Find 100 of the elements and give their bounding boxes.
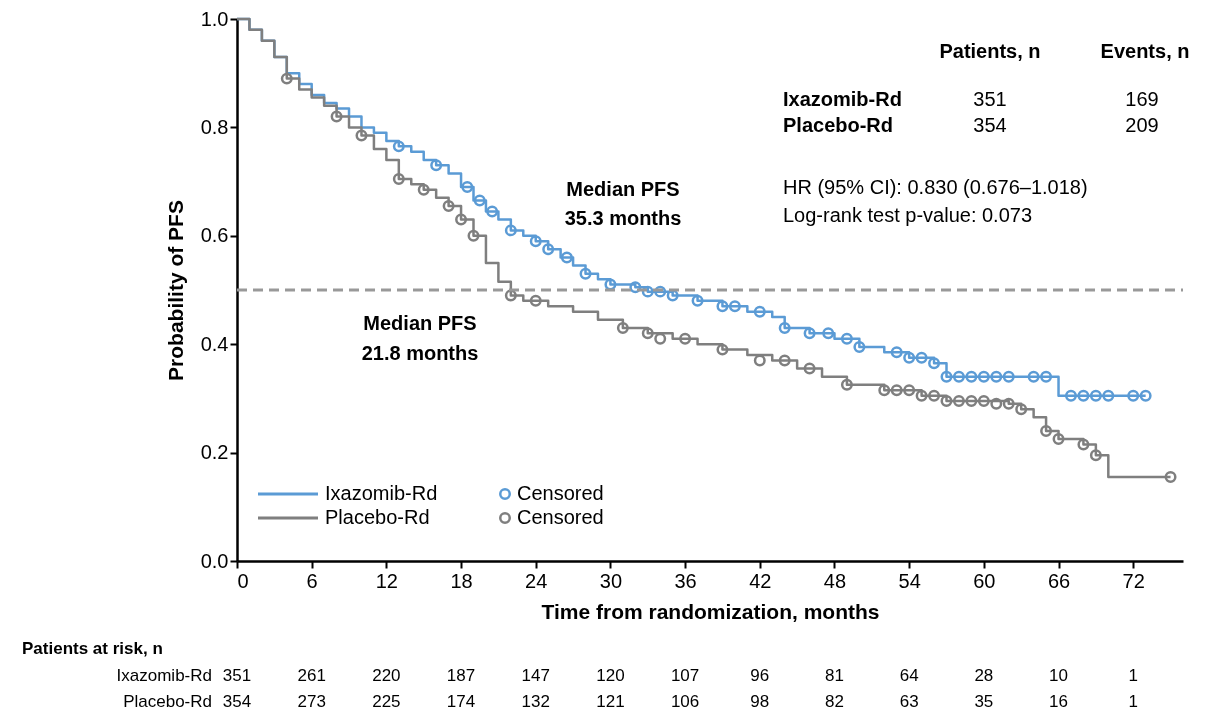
point	[542, 243, 555, 256]
text: 220	[372, 666, 401, 685]
point	[952, 370, 965, 383]
point	[1089, 389, 1102, 402]
point	[903, 384, 916, 397]
text: 147	[521, 666, 550, 685]
point	[1077, 389, 1090, 402]
text: 106	[670, 692, 700, 711]
point	[330, 110, 343, 123]
annotation: Log-rank test p-value: 0.073	[783, 204, 1033, 226]
text: 63	[899, 692, 919, 711]
text: 261	[297, 666, 326, 685]
y-tick-label: 0.8	[200, 115, 229, 138]
point	[803, 327, 816, 340]
point	[716, 343, 729, 356]
x-tick-label: 66	[1047, 569, 1071, 592]
point	[840, 332, 853, 345]
point	[822, 327, 835, 340]
annotation: Median PFS	[363, 312, 477, 334]
text: 16	[1049, 692, 1068, 711]
x-tick-label: 12	[375, 569, 398, 592]
point	[355, 129, 368, 142]
x-tick-label: 0	[237, 569, 249, 592]
x-tick-label: 30	[599, 569, 623, 592]
text: Ixazomib-Rd	[116, 666, 212, 685]
text: 1	[1128, 666, 1138, 685]
point	[679, 332, 692, 345]
point	[1002, 397, 1015, 410]
annotation: 351	[973, 88, 1007, 110]
point	[1015, 403, 1028, 416]
annotation: Median PFS	[566, 178, 680, 200]
legend-label: Ixazomib-Rd	[325, 482, 438, 504]
x-tick-label: 36	[674, 569, 697, 592]
point	[977, 395, 990, 408]
text: 107	[670, 666, 700, 685]
point	[965, 370, 978, 383]
point	[430, 159, 443, 172]
x-tick-label: 54	[898, 569, 921, 592]
point	[1089, 449, 1102, 462]
x-tick-label: 60	[973, 569, 996, 592]
y-axis-title: Probability of PFS	[163, 200, 187, 381]
point	[778, 354, 791, 367]
x-tick-label: 6	[306, 569, 318, 592]
point	[1040, 370, 1053, 383]
point	[1139, 389, 1152, 402]
point	[853, 340, 866, 353]
point	[1027, 370, 1040, 383]
annotation: 21.8 months	[361, 342, 479, 364]
text: 35	[974, 692, 994, 711]
y-tick-label: 0.2	[200, 441, 229, 464]
text: 120	[596, 666, 625, 685]
text: Patients at risk, n	[22, 639, 163, 658]
legend-label: Placebo-Rd	[325, 506, 430, 528]
point	[486, 205, 499, 218]
point	[641, 327, 654, 340]
text: 225	[372, 692, 401, 711]
text: 174	[446, 692, 476, 711]
annotation: 354	[973, 114, 1007, 136]
text: 98	[750, 692, 770, 711]
point	[1102, 389, 1115, 402]
point	[990, 397, 1003, 410]
point	[890, 384, 903, 397]
text: 96	[750, 666, 770, 685]
point	[840, 378, 853, 391]
point	[1164, 471, 1177, 483]
point	[903, 351, 916, 364]
point	[392, 140, 405, 153]
text: 351	[222, 666, 252, 685]
text: 121	[596, 692, 625, 711]
point	[473, 194, 486, 207]
point	[890, 346, 903, 359]
x-tick-label: 18	[450, 569, 473, 592]
point	[467, 229, 480, 242]
point	[878, 384, 891, 397]
point	[915, 389, 928, 402]
point	[928, 389, 941, 402]
x-tick-label: 72	[1122, 569, 1145, 592]
point	[504, 224, 517, 237]
point	[940, 370, 953, 383]
point	[803, 362, 816, 375]
point	[940, 395, 953, 408]
x-tick-label: 42	[749, 569, 772, 592]
y-tick-label: 0.6	[200, 224, 229, 247]
point	[1052, 433, 1065, 446]
text: 273	[297, 692, 326, 711]
point	[1077, 438, 1090, 451]
text: 10	[1049, 666, 1068, 685]
x-tick-label: 48	[823, 569, 847, 592]
text: 132	[521, 692, 550, 711]
point	[280, 72, 293, 85]
text: 64	[899, 666, 919, 685]
annotation: 209	[1125, 114, 1159, 136]
x-tick-label: 24	[525, 569, 548, 592]
point	[691, 294, 704, 307]
point	[1127, 389, 1140, 402]
y-tick-label: 0.4	[200, 332, 229, 355]
point	[1002, 370, 1015, 383]
point	[753, 305, 766, 318]
point	[990, 370, 1003, 383]
point	[1040, 424, 1053, 437]
